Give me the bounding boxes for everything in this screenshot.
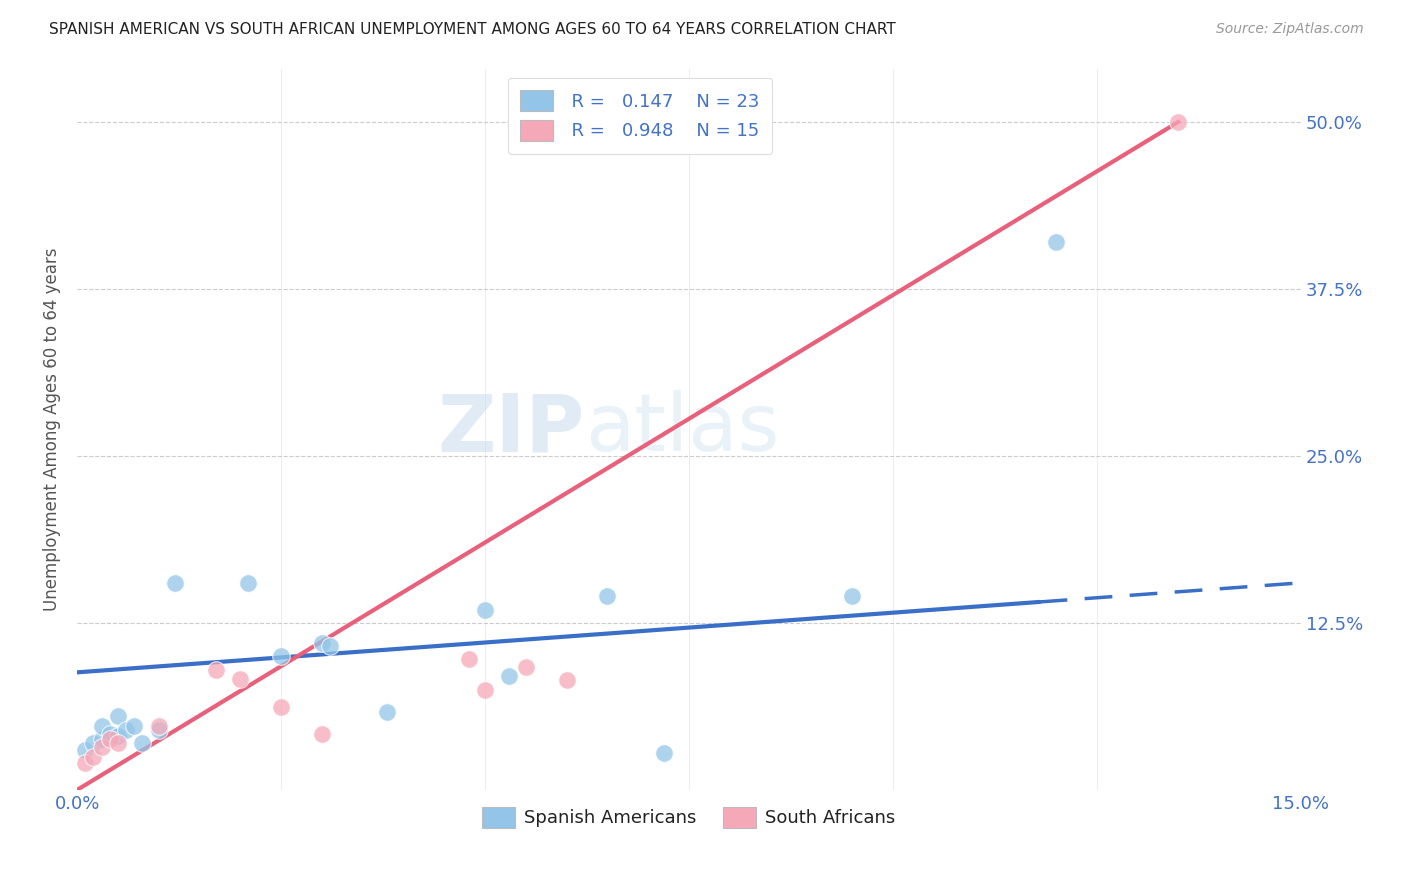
Point — [270, 700, 292, 714]
Y-axis label: Unemployment Among Ages 60 to 64 years: Unemployment Among Ages 60 to 64 years — [44, 247, 60, 611]
Point — [131, 736, 153, 750]
Point — [148, 723, 170, 737]
Point — [82, 749, 104, 764]
Point — [75, 743, 97, 757]
Point — [1045, 235, 1067, 250]
Point — [654, 746, 676, 760]
Point — [311, 636, 333, 650]
Point — [229, 672, 252, 686]
Legend: Spanish Americans, South Africans: Spanish Americans, South Africans — [475, 800, 903, 835]
Point — [596, 589, 619, 603]
Point — [82, 736, 104, 750]
Point — [375, 706, 398, 720]
Point — [841, 589, 863, 603]
Text: ZIP: ZIP — [437, 390, 585, 468]
Text: atlas: atlas — [585, 390, 779, 468]
Point — [319, 639, 342, 653]
Point — [98, 732, 121, 747]
Point — [457, 652, 479, 666]
Point — [474, 682, 496, 697]
Point — [311, 727, 333, 741]
Point — [498, 669, 520, 683]
Point — [115, 723, 138, 737]
Text: SPANISH AMERICAN VS SOUTH AFRICAN UNEMPLOYMENT AMONG AGES 60 TO 64 YEARS CORRELA: SPANISH AMERICAN VS SOUTH AFRICAN UNEMPL… — [49, 22, 896, 37]
Point — [555, 673, 578, 688]
Point — [90, 740, 112, 755]
Point — [163, 575, 186, 590]
Point — [238, 575, 260, 590]
Point — [90, 732, 112, 747]
Point — [148, 719, 170, 733]
Point — [474, 602, 496, 616]
Point — [107, 736, 129, 750]
Point — [1167, 115, 1189, 129]
Point — [75, 756, 97, 771]
Point — [107, 709, 129, 723]
Point — [122, 719, 145, 733]
Point — [107, 730, 129, 744]
Point — [204, 663, 226, 677]
Point — [270, 649, 292, 664]
Point — [515, 660, 537, 674]
Point — [98, 727, 121, 741]
Text: Source: ZipAtlas.com: Source: ZipAtlas.com — [1216, 22, 1364, 37]
Point — [90, 719, 112, 733]
